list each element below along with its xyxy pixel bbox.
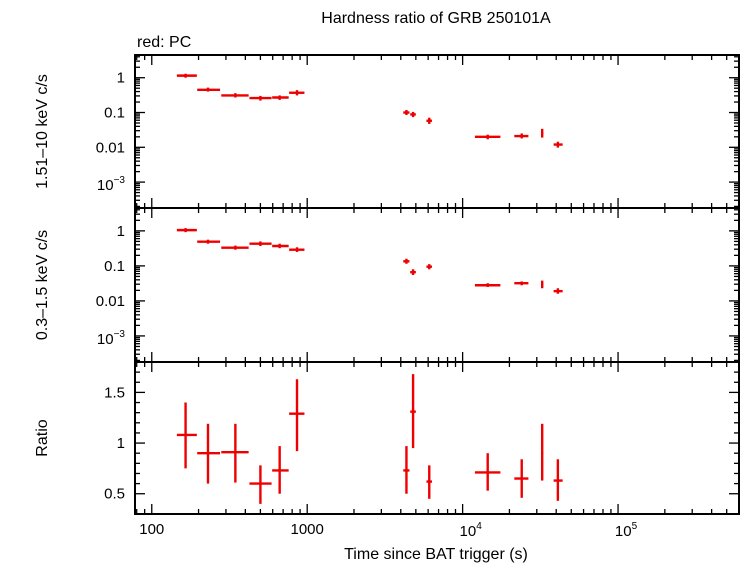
data-point: [249, 465, 272, 504]
data-point: [514, 281, 529, 286]
data-point: [249, 241, 272, 246]
data-point: [426, 465, 432, 499]
data-point: [514, 133, 529, 139]
y-tick-label: 1.5: [104, 384, 125, 401]
panel-frame: [134, 207, 740, 363]
panel-soft: 1 0.1 0.01 10−3 0.3–1.5 keV c/s: [34, 207, 740, 363]
y-tick-label: 0.1: [104, 105, 125, 122]
data-point: [197, 423, 221, 484]
x-tick-label: 105: [615, 521, 638, 540]
y-tick-label: 0.5: [104, 486, 125, 503]
panel-hard: 1 0.1 0.01 10−3 1.51–10 keV c/s: [34, 54, 740, 209]
data-point: [540, 280, 544, 289]
legend-text: red: PC: [137, 34, 191, 51]
data-point: [403, 110, 410, 115]
data-point: [474, 283, 501, 287]
y-tick-label: 0.1: [104, 258, 125, 275]
data-point: [474, 453, 501, 491]
data-point: [540, 423, 544, 481]
data-point: [410, 374, 416, 449]
x-axis-label: Time since BAT trigger (s): [344, 546, 528, 563]
y-tick-label: 10−3: [97, 329, 126, 348]
data-point: [403, 258, 410, 264]
data-point: [403, 446, 410, 494]
data-point: [249, 95, 272, 101]
panels: 1 0.1 0.01 10−3 1.51–10 keV c/s 1 0.1 0.01 10−3 0…: [34, 54, 740, 540]
data-point: [221, 245, 249, 250]
x-tick-label: 1000: [291, 521, 324, 538]
data-point: [289, 90, 305, 96]
data-point: [474, 134, 501, 140]
data-point: [553, 141, 563, 148]
x-tick-label: 100: [139, 521, 164, 538]
y-axis-label-ratio: Ratio: [34, 419, 51, 456]
data-point: [176, 402, 197, 469]
y-tick-label: 0.01: [96, 139, 125, 156]
data-point: [289, 379, 305, 452]
panel-ratio: 1.5 1 0.5 Ratio: [34, 361, 740, 515]
y-tick-label: 0.01: [96, 293, 125, 310]
data-point: [176, 228, 197, 233]
x-tick-label: 104: [460, 521, 483, 540]
data-point: [272, 95, 289, 100]
panel-frame: [134, 54, 740, 209]
data-point: [221, 423, 249, 483]
data-point: [289, 247, 305, 252]
data-point: [221, 93, 249, 98]
data-point: [272, 446, 289, 494]
data-point: [553, 288, 563, 294]
chart-title: Hardness ratio of GRB 250101A: [321, 10, 551, 27]
data-point: [197, 87, 221, 92]
data-point: [410, 111, 416, 118]
panel-frame: [134, 361, 740, 515]
x-tick-labels: 100 1000 104 105: [139, 521, 637, 540]
y-axis-label-hard: 1.51–10 keV c/s: [34, 74, 51, 189]
data-point: [272, 243, 289, 249]
data-point: [410, 269, 416, 275]
data-point: [553, 459, 563, 501]
data-point: [197, 239, 221, 244]
data-point: [426, 117, 432, 124]
y-tick-label: 1: [117, 435, 125, 452]
y-tick-label: 1: [117, 70, 125, 87]
data-point: [540, 128, 544, 138]
y-axis-label-soft: 0.3–1.5 keV c/s: [34, 230, 51, 340]
data-point: [514, 459, 529, 498]
y-tick-label: 1: [117, 223, 125, 240]
data-point: [426, 264, 432, 270]
data-point: [176, 73, 197, 78]
y-tick-label: 10−3: [97, 175, 126, 194]
